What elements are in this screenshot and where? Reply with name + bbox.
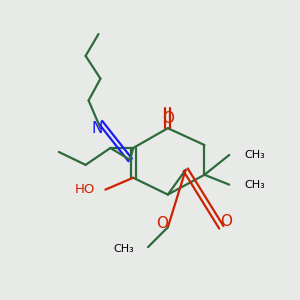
Text: N: N (92, 121, 103, 136)
Text: HO: HO (75, 183, 95, 196)
Text: CH₃: CH₃ (113, 244, 134, 254)
Text: CH₃: CH₃ (244, 150, 265, 160)
Text: CH₃: CH₃ (244, 180, 265, 190)
Text: O: O (162, 111, 174, 126)
Text: O: O (156, 216, 168, 231)
Text: O: O (220, 214, 232, 229)
